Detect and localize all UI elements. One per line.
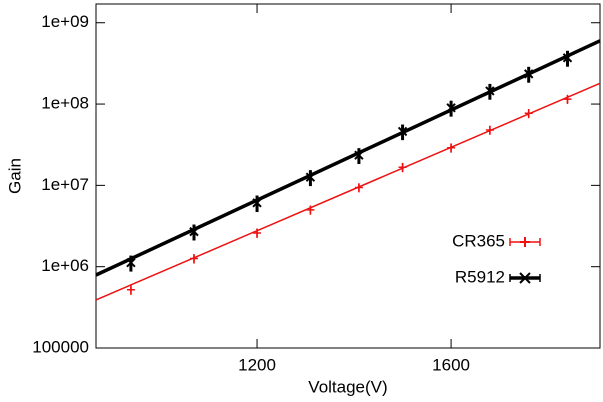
point [126, 257, 136, 268]
point [189, 254, 198, 263]
y-axis-label: Gain [5, 158, 24, 194]
legend-caps [509, 274, 541, 282]
point [524, 109, 533, 118]
y-tick-label: 1e+06 [41, 256, 89, 275]
point [523, 69, 534, 79]
point [562, 53, 573, 63]
plot-frame [95, 3, 601, 349]
y-tick-label: 100000 [32, 337, 89, 356]
legend-marker [520, 237, 530, 247]
point [305, 172, 316, 182]
point [398, 163, 407, 172]
point [252, 198, 262, 208]
legend-label: R5912 [455, 267, 505, 286]
y-tick-label: 1e+07 [41, 175, 89, 194]
x-axis-label: Voltage(V) [308, 377, 387, 396]
point [354, 150, 364, 160]
legend-caps [509, 238, 541, 246]
point [397, 126, 408, 137]
point [485, 86, 495, 96]
fit-line [95, 82, 601, 301]
fit-line [95, 39, 601, 277]
y-tick-label: 1e+08 [41, 94, 89, 113]
point [485, 125, 494, 134]
point [446, 103, 456, 113]
point [447, 143, 456, 152]
legend-marker [519, 272, 531, 284]
legend-label: CR365 [452, 231, 505, 250]
point [253, 228, 262, 237]
point [126, 285, 135, 294]
x-tick-label: 1200 [238, 355, 276, 374]
y-tick-label: 1e+09 [41, 12, 89, 31]
x-tick-label: 1600 [432, 355, 470, 374]
point [563, 95, 572, 104]
point [354, 183, 363, 192]
point [306, 205, 315, 214]
point [189, 226, 199, 237]
